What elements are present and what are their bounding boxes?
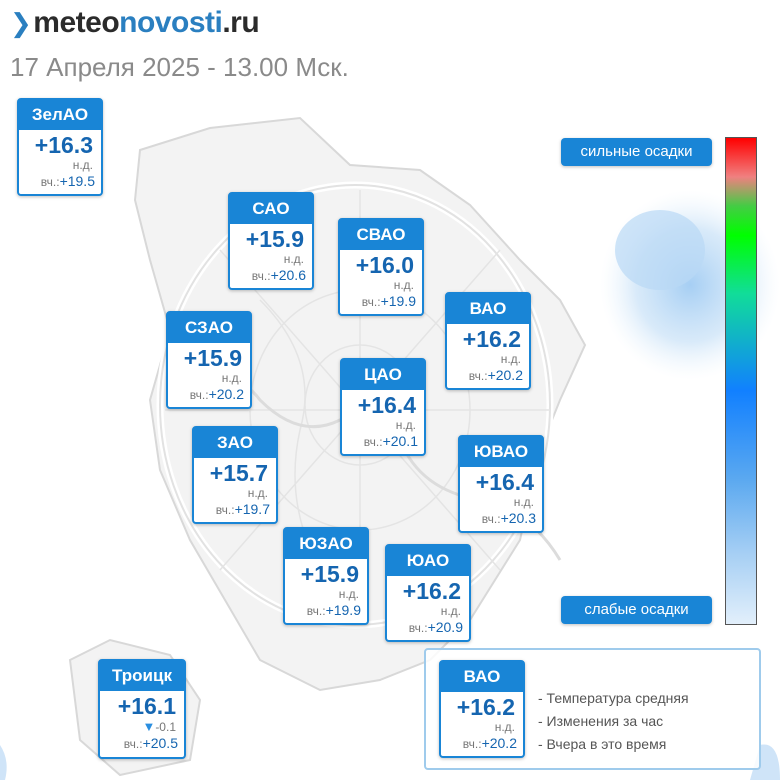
precipitation-area [750,744,780,780]
yesterday-temperature: вч.:+20.2 [189,386,244,402]
temperature: +15.7 [209,460,268,486]
scale-label-light: слабые осадки [561,596,712,624]
district-card-yuao: ЮАО +16.2 н.д. вч.:+20.9 [385,544,471,642]
logo-chevron-icon: ❯ [10,7,32,38]
district-name: ЮАО [387,546,469,576]
temperature: +15.9 [245,226,304,252]
scale-label-heavy: сильные осадки [561,138,712,166]
hourly-change: н.д. [338,587,359,601]
temperature: +16.2 [402,578,461,604]
district-card-cao: ЦАО +16.4 н.д. вч.:+20.1 [340,358,426,456]
temperature: +15.9 [300,561,359,587]
legend-sample-card: ВАО +16.2 н.д. вч.:+20.2 [439,660,525,758]
hourly-change: ▼-0.1 [142,719,176,734]
hourly-change: н.д. [500,352,521,366]
temperature: +16.2 [456,694,515,720]
precipitation-area [0,745,7,780]
temperature: +16.1 [117,693,176,719]
yesterday-temperature: вч.:+20.1 [363,433,418,449]
district-card-sao: САО +15.9 н.д. вч.:+20.6 [228,192,314,290]
temperature: +15.9 [183,345,242,371]
mkad-ring [159,184,551,626]
hourly-change: н.д. [393,278,414,292]
district-name: ЗАО [194,428,276,458]
district-name: ЗелАО [19,100,101,130]
yesterday-temperature: вч.:+20.6 [251,267,306,283]
district-name: СВАО [340,220,422,250]
yesterday-temperature: вч.:+19.7 [215,501,270,517]
temperature: +16.4 [475,469,534,495]
temperature: +16.4 [357,392,416,418]
site-logo: ❯ meteo novosti .ru [10,6,260,40]
district-card-vao: ВАО +16.2 н.д. вч.:+20.2 [445,292,531,390]
precipitation-area [615,210,705,290]
date-time: 17 Апреля 2025 - 13.00 Мск. [10,52,349,82]
district-name: ВАО [441,662,523,692]
arrow-down-icon: ▼ [142,719,156,734]
precipitation-scale-bar [725,137,757,625]
hourly-change: н.д. [247,486,268,500]
temperature: +16.2 [462,326,521,352]
district-name: ВАО [447,294,529,324]
logo-text-meteo: meteo [33,6,120,39]
yesterday-temperature: вч.:+20.3 [481,510,536,526]
legend-line-yesterday: - Вчера в это время [538,736,667,752]
district-card-szao: СЗАО +15.9 н.д. вч.:+20.2 [166,311,252,409]
district-name: ЮЗАО [285,529,367,559]
yesterday-temperature: вч.:+20.5 [123,735,178,751]
district-card-yuzao: ЮЗАО +15.9 н.д. вч.:+19.9 [283,527,369,625]
yesterday-temperature: вч.:+20.9 [408,619,463,635]
hourly-change: н.д. [283,252,304,266]
temperature: +16.3 [34,132,93,158]
hourly-change: н.д. [72,158,93,172]
hourly-change: н.д. [440,604,461,618]
district-card-troitsk: Троицк +16.1 ▼-0.1 вч.:+20.5 [98,659,186,759]
district-name: Троицк [100,661,184,691]
legend-line-temperature: - Температура средняя [538,690,689,706]
hourly-change: н.д. [494,720,515,734]
legend-box: ВАО +16.2 н.д. вч.:+20.2 - Температура с… [424,648,761,770]
district-card-yuvao: ЮВАО +16.4 н.д. вч.:+20.3 [458,435,544,533]
yesterday-temperature: вч.:+19.9 [361,293,416,309]
hourly-change: н.д. [395,418,416,432]
district-card-svao: СВАО +16.0 н.д. вч.:+19.9 [338,218,424,316]
hourly-change: н.д. [221,371,242,385]
yesterday-temperature: вч.:+19.5 [40,173,95,189]
district-card-zao: ЗАО +15.7 н.д. вч.:+19.7 [192,426,278,524]
district-name: ЮВАО [460,437,542,467]
district-name: СЗАО [168,313,250,343]
district-name: ЦАО [342,360,424,390]
legend-line-change: - Изменения за час [538,713,664,729]
logo-text-ru: .ru [222,6,260,39]
yesterday-temperature: вч.:+19.9 [306,602,361,618]
yesterday-temperature: вч.:+20.2 [462,735,517,751]
temperature: +16.0 [355,252,414,278]
district-card-zelao: ЗелАО +16.3 н.д. вч.:+19.5 [17,98,103,196]
yesterday-temperature: вч.:+20.2 [468,367,523,383]
district-name: САО [230,194,312,224]
logo-text-novosti: novosti [119,6,223,39]
hourly-change: н.д. [513,495,534,509]
